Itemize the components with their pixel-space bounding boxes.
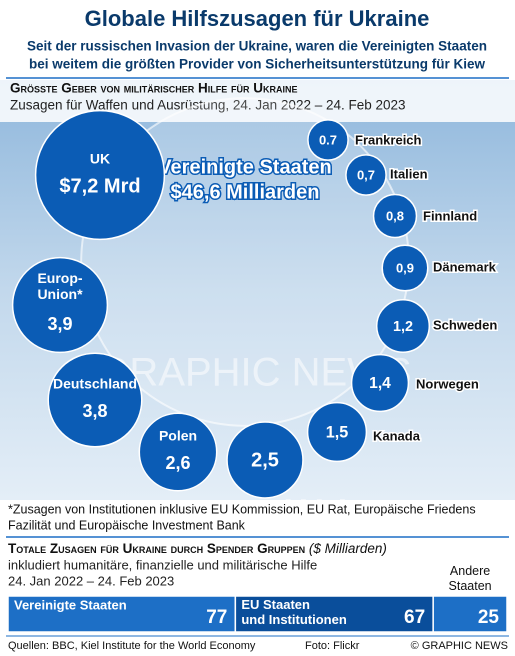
section-subtitle: inkludiert humanitäre, finanzielle und m… xyxy=(8,557,317,572)
legend-label-line: Andere xyxy=(450,564,490,578)
bubble-label: Schweden xyxy=(433,317,497,332)
bubble xyxy=(345,154,387,196)
credit: © GRAPHIC NEWS xyxy=(411,640,508,652)
legend-label: EU Staaten und Institutionen xyxy=(241,597,346,627)
legend-label: Vereinigte Staaten xyxy=(14,597,127,612)
bubble xyxy=(381,244,429,292)
photo-credit: Foto: Flickr xyxy=(305,640,360,652)
value-label: 1,4 xyxy=(369,375,391,392)
stacked-bar: 77 Vereinigte Staaten 67 EU Staaten und Inst… xyxy=(7,564,508,633)
value-label: 1,2 xyxy=(393,319,413,335)
bubble xyxy=(11,256,109,354)
bubble xyxy=(138,412,218,492)
value-label: 67 xyxy=(404,607,425,628)
bubble-chart: Vereinigte Staaten $46,6 Milliarden UK $7,2… xyxy=(11,97,499,515)
value-label: 0,7 xyxy=(357,167,375,182)
bubble-label-line: Europ- xyxy=(37,270,82,286)
value-label: 2,6 xyxy=(165,453,190,473)
value-label: 0,9 xyxy=(396,260,414,275)
bubble-label: Vereinigte Staaten xyxy=(158,156,331,178)
legend-label-line: und Institutionen xyxy=(241,612,346,627)
bubble xyxy=(307,119,349,161)
note: Fazilität und Europäische Investment Ban… xyxy=(8,518,246,532)
bubble-label: Italien xyxy=(390,166,428,181)
bubble xyxy=(306,401,368,463)
value-label: $46,6 Milliarden xyxy=(171,181,320,203)
section-date: 24. Jan 2022 – 24. Feb 2023 xyxy=(8,573,174,588)
legend-label: Andere Staaten xyxy=(449,564,492,593)
value-label: 3,9 xyxy=(47,314,72,334)
value-label: 77 xyxy=(206,607,227,628)
bar-segment xyxy=(432,595,508,633)
bubble-label: Finnland xyxy=(423,208,477,223)
value-label: 2,5 xyxy=(251,449,279,471)
bubble xyxy=(226,421,304,499)
bubble-label: UK xyxy=(90,151,110,167)
bubble-label: Kanada xyxy=(373,428,421,443)
bubble-label-line: Union* xyxy=(37,286,83,302)
bubble xyxy=(34,109,166,241)
subtitle: bei weitem die größten Provider von Sich… xyxy=(29,57,486,72)
legend-label-line: Staaten xyxy=(449,579,492,593)
note: *Zusagen von Institutionen inklusive EU … xyxy=(8,502,476,516)
subtitle: Seit der russischen Invasion der Ukraine… xyxy=(27,39,487,54)
bubble xyxy=(350,353,410,413)
value-label: 0,8 xyxy=(386,208,404,223)
bubble-label: Deutschland xyxy=(53,376,137,392)
section-title: Größte Geber von militärischer Hilfe für… xyxy=(10,81,298,96)
bubble-label: Frankreich xyxy=(355,132,422,147)
section-title-text: Totale Zusagen für Ukraine durch Spender… xyxy=(8,541,305,556)
title: Globale Hilfszusagen für Ukraine xyxy=(85,6,430,31)
unit: ($ Milliarden) xyxy=(309,541,387,556)
value-label: 1,5 xyxy=(326,423,348,441)
bubble-label: Dänemark xyxy=(433,259,497,274)
section-title: Totale Zusagen für Ukraine durch Spender… xyxy=(8,541,387,556)
source: Quellen: BBC, Kiel Institute for the Wor… xyxy=(8,640,256,652)
value-label: 0.7 xyxy=(319,132,337,147)
bubble xyxy=(375,298,431,354)
legend-label-line: EU Staaten xyxy=(241,597,310,612)
value-label: $7,2 Mrd xyxy=(59,175,140,197)
bubble xyxy=(47,352,143,448)
bubble-label: Norwegen xyxy=(416,376,479,391)
bubble-label: Europ-Union* xyxy=(37,270,83,302)
bubble-label: Polen xyxy=(159,428,197,444)
value-label: 3,8 xyxy=(82,401,107,421)
bar-segment xyxy=(234,595,434,633)
bubble xyxy=(372,193,418,239)
section-subtitle: Zusagen für Waffen und Ausrüstung, 24. J… xyxy=(10,98,406,113)
value-label: 25 xyxy=(478,607,500,628)
